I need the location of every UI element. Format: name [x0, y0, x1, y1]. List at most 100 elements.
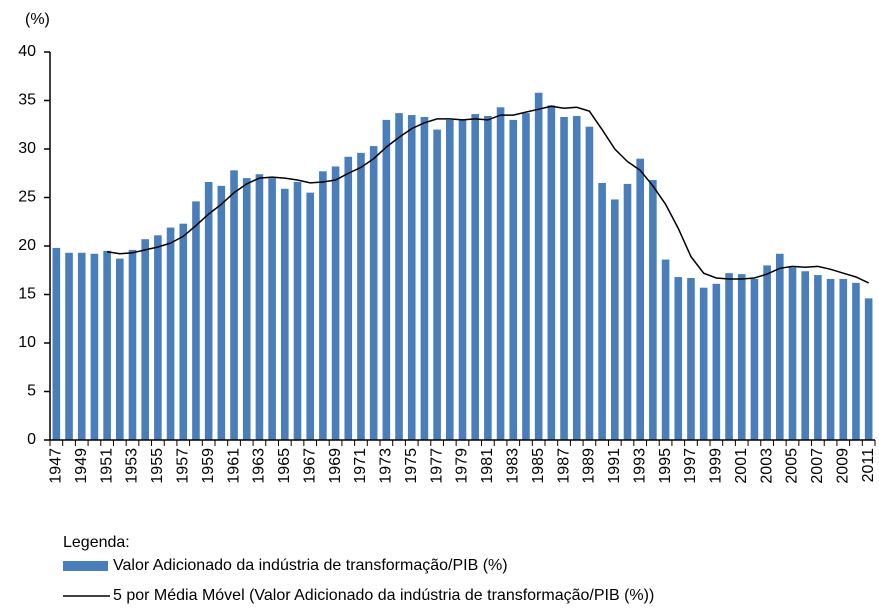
bar: [509, 119, 518, 441]
bar: [230, 170, 238, 440]
bar: [839, 278, 848, 440]
y-unit: (%): [25, 11, 50, 28]
bar: [572, 116, 581, 441]
x-tick-label: 1969: [327, 448, 344, 484]
bar: [242, 178, 251, 440]
bar: [687, 278, 695, 440]
bar: [636, 158, 644, 440]
bar: [306, 192, 314, 440]
x-tick-label: 1997: [682, 448, 699, 484]
x-tick-label: 1981: [479, 448, 496, 484]
bar: [52, 247, 61, 440]
bar: [116, 258, 124, 440]
bar: [458, 119, 467, 441]
bar: [446, 119, 454, 441]
bar: [852, 282, 860, 440]
legend-title: Legenda:: [63, 534, 130, 551]
x-tick-label: 1971: [352, 448, 369, 484]
x-tick-label: 1963: [251, 448, 268, 484]
bar: [166, 227, 175, 440]
bar: [420, 116, 429, 441]
bar: [471, 114, 479, 440]
y-tick-label: 35: [18, 92, 36, 109]
bar: [204, 181, 213, 441]
bar: [433, 129, 441, 440]
bar: [268, 178, 276, 440]
bar: [281, 188, 289, 440]
bar: [737, 274, 746, 440]
moving-average-line: [106, 105, 870, 284]
x-tick-label: 2005: [784, 448, 801, 484]
bar: [826, 278, 835, 440]
bar: [357, 152, 365, 440]
bar: [77, 252, 86, 440]
x-tick-label: 1949: [73, 448, 90, 484]
bar: [407, 115, 416, 441]
x-tick-label: 1955: [149, 448, 166, 484]
x-tick-label: 1985: [530, 448, 547, 484]
bar: [534, 92, 543, 441]
bar: [661, 259, 670, 440]
bar: [128, 249, 137, 440]
x-tick-label: 2009: [834, 448, 851, 484]
y-tick-label: 30: [18, 140, 36, 157]
x-tick-label: 1961: [225, 448, 242, 484]
bar: [179, 223, 188, 440]
legend-swatch: [63, 561, 108, 571]
bar: [319, 171, 327, 440]
x-tick-label: 1989: [581, 448, 598, 484]
bar: [154, 235, 162, 440]
bar: [750, 278, 759, 440]
bar: [65, 252, 73, 440]
bar: [814, 275, 822, 440]
x-tick-label: 1993: [631, 448, 648, 484]
bar: [611, 199, 619, 440]
bar: [864, 298, 873, 440]
x-tick-label: 1957: [174, 448, 191, 484]
bar: [674, 277, 683, 440]
bar: [725, 273, 733, 440]
bar: [103, 250, 111, 440]
bar: [649, 180, 657, 441]
x-tick-label: 2007: [809, 448, 826, 484]
bar: [293, 181, 302, 441]
y-tick-label: 0: [27, 431, 36, 448]
bar: [141, 239, 149, 440]
y-tick-label: 5: [27, 383, 36, 400]
bar: [382, 119, 391, 441]
bar: [369, 146, 378, 440]
x-tick-label: 1953: [124, 448, 141, 484]
bar: [90, 253, 99, 440]
y-tick-label: 20: [18, 237, 36, 254]
x-tick-label: 2003: [758, 448, 775, 484]
bar: [623, 183, 632, 441]
bar: [344, 156, 353, 440]
bar: [560, 116, 568, 441]
bar: [801, 271, 809, 440]
x-tick-label: 1959: [200, 448, 217, 484]
x-tick-label: 1947: [48, 448, 65, 484]
x-tick-label: 1979: [454, 448, 471, 484]
x-tick-label: 1967: [301, 448, 318, 484]
bar: [217, 185, 226, 440]
bar: [712, 283, 721, 440]
y-tick-label: 10: [18, 334, 36, 351]
legend-label: Valor Adicionado da indústria de transfo…: [113, 557, 508, 574]
bar: [699, 287, 708, 440]
bar: [598, 182, 606, 440]
x-tick-label: 2001: [733, 448, 750, 484]
bar: [484, 116, 492, 441]
legend-label: 5 por Média Móvel (Valor Adicionado da i…: [113, 587, 654, 604]
bar: [522, 113, 530, 441]
x-tick-label: 1987: [555, 448, 572, 484]
x-tick-label: 1983: [504, 448, 521, 484]
x-tick-label: 1977: [428, 448, 445, 484]
bar: [192, 201, 200, 440]
bar: [496, 107, 505, 440]
bar: [395, 113, 403, 441]
y-tick-label: 15: [18, 286, 36, 303]
y-tick-label: 40: [18, 43, 36, 60]
bar: [776, 253, 784, 440]
bar: [788, 267, 797, 440]
